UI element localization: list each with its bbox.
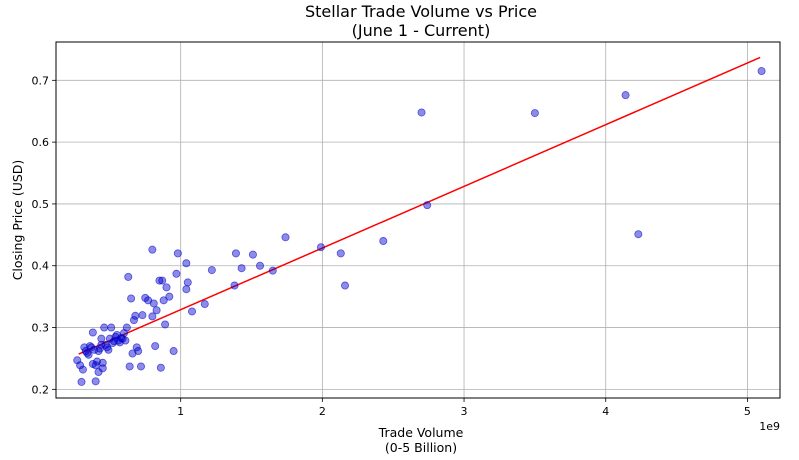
data-point — [161, 320, 170, 329]
regression-line — [78, 56, 761, 355]
y-tick-label: 0.3 — [32, 322, 50, 335]
data-point — [98, 358, 107, 367]
chart-title-line-1: Stellar Trade Volume vs Price — [305, 2, 537, 21]
data-point — [91, 377, 100, 386]
data-point — [127, 294, 136, 303]
data-point — [77, 377, 86, 386]
data-point — [148, 312, 157, 321]
data-point — [107, 323, 116, 332]
y-tick-label: 0.6 — [32, 136, 50, 149]
grid-layer — [56, 42, 780, 398]
plot-frame — [55, 41, 781, 399]
data-point — [100, 323, 109, 332]
data-point — [137, 362, 146, 371]
data-point — [183, 278, 192, 287]
data-point — [336, 249, 345, 258]
data-point — [423, 201, 432, 210]
y-tick-label: 0.2 — [32, 383, 50, 396]
x-axis-label-line-1: Trade Volume — [378, 425, 464, 440]
data-point — [98, 364, 107, 373]
data-point — [200, 300, 209, 309]
data-point — [152, 306, 161, 315]
data-point — [248, 250, 257, 259]
data-point — [169, 347, 178, 356]
data-point — [149, 299, 158, 308]
data-point — [182, 259, 191, 268]
x-tick-label: 4 — [602, 405, 609, 418]
data-point — [129, 316, 138, 325]
data-point — [158, 276, 167, 285]
data-point — [76, 361, 85, 370]
x-tick-label: 1 — [177, 405, 184, 418]
x-tick-label: 2 — [319, 405, 326, 418]
chart-title-line-2: (June 1 - Current) — [352, 21, 491, 40]
data-point — [530, 109, 539, 118]
data-point — [172, 269, 181, 278]
data-point — [162, 283, 171, 292]
y-tick-label: 0.5 — [32, 198, 50, 211]
data-point — [341, 281, 350, 290]
data-point — [316, 243, 325, 252]
data-point — [131, 311, 140, 320]
data-point — [122, 323, 131, 332]
data-point — [256, 261, 265, 270]
data-point — [155, 276, 164, 285]
data-point — [188, 307, 197, 316]
points-layer — [73, 67, 766, 386]
y-axis-label: Closing Price (USD) — [10, 160, 25, 281]
data-point — [230, 281, 239, 290]
data-point — [621, 91, 630, 100]
data-point — [121, 336, 130, 345]
data-point — [151, 342, 160, 351]
data-point — [138, 311, 147, 320]
data-point — [165, 292, 174, 301]
data-point — [237, 264, 246, 273]
data-point — [182, 285, 191, 294]
data-point — [134, 347, 143, 356]
x-axis-label-line-2: (0-5 Billion) — [385, 440, 457, 455]
data-point — [231, 249, 240, 258]
data-point — [88, 328, 97, 337]
data-point — [379, 237, 388, 246]
data-point — [173, 249, 182, 258]
data-point — [156, 363, 165, 372]
x-tick-label: 3 — [461, 405, 468, 418]
data-point — [104, 345, 113, 354]
data-point — [84, 350, 93, 359]
data-point — [417, 108, 426, 117]
y-tick-label: 0.7 — [32, 74, 50, 87]
y-tick-label: 0.4 — [32, 260, 50, 273]
data-point — [757, 67, 766, 76]
data-point — [78, 365, 87, 374]
x-axis-offset-label: 1e9 — [759, 420, 780, 433]
x-tick-label: 5 — [744, 405, 751, 418]
data-point — [207, 266, 216, 275]
data-point — [125, 362, 134, 371]
data-point — [281, 233, 290, 242]
ticks-layer: 1 2 3 4 5 0.2 0.3 0.4 0.5 0.6 0.7 — [32, 74, 751, 418]
data-point — [159, 296, 168, 305]
data-point — [148, 245, 157, 254]
data-point — [268, 266, 277, 275]
data-point — [634, 230, 643, 239]
data-point — [124, 272, 133, 281]
data-point — [97, 334, 106, 343]
